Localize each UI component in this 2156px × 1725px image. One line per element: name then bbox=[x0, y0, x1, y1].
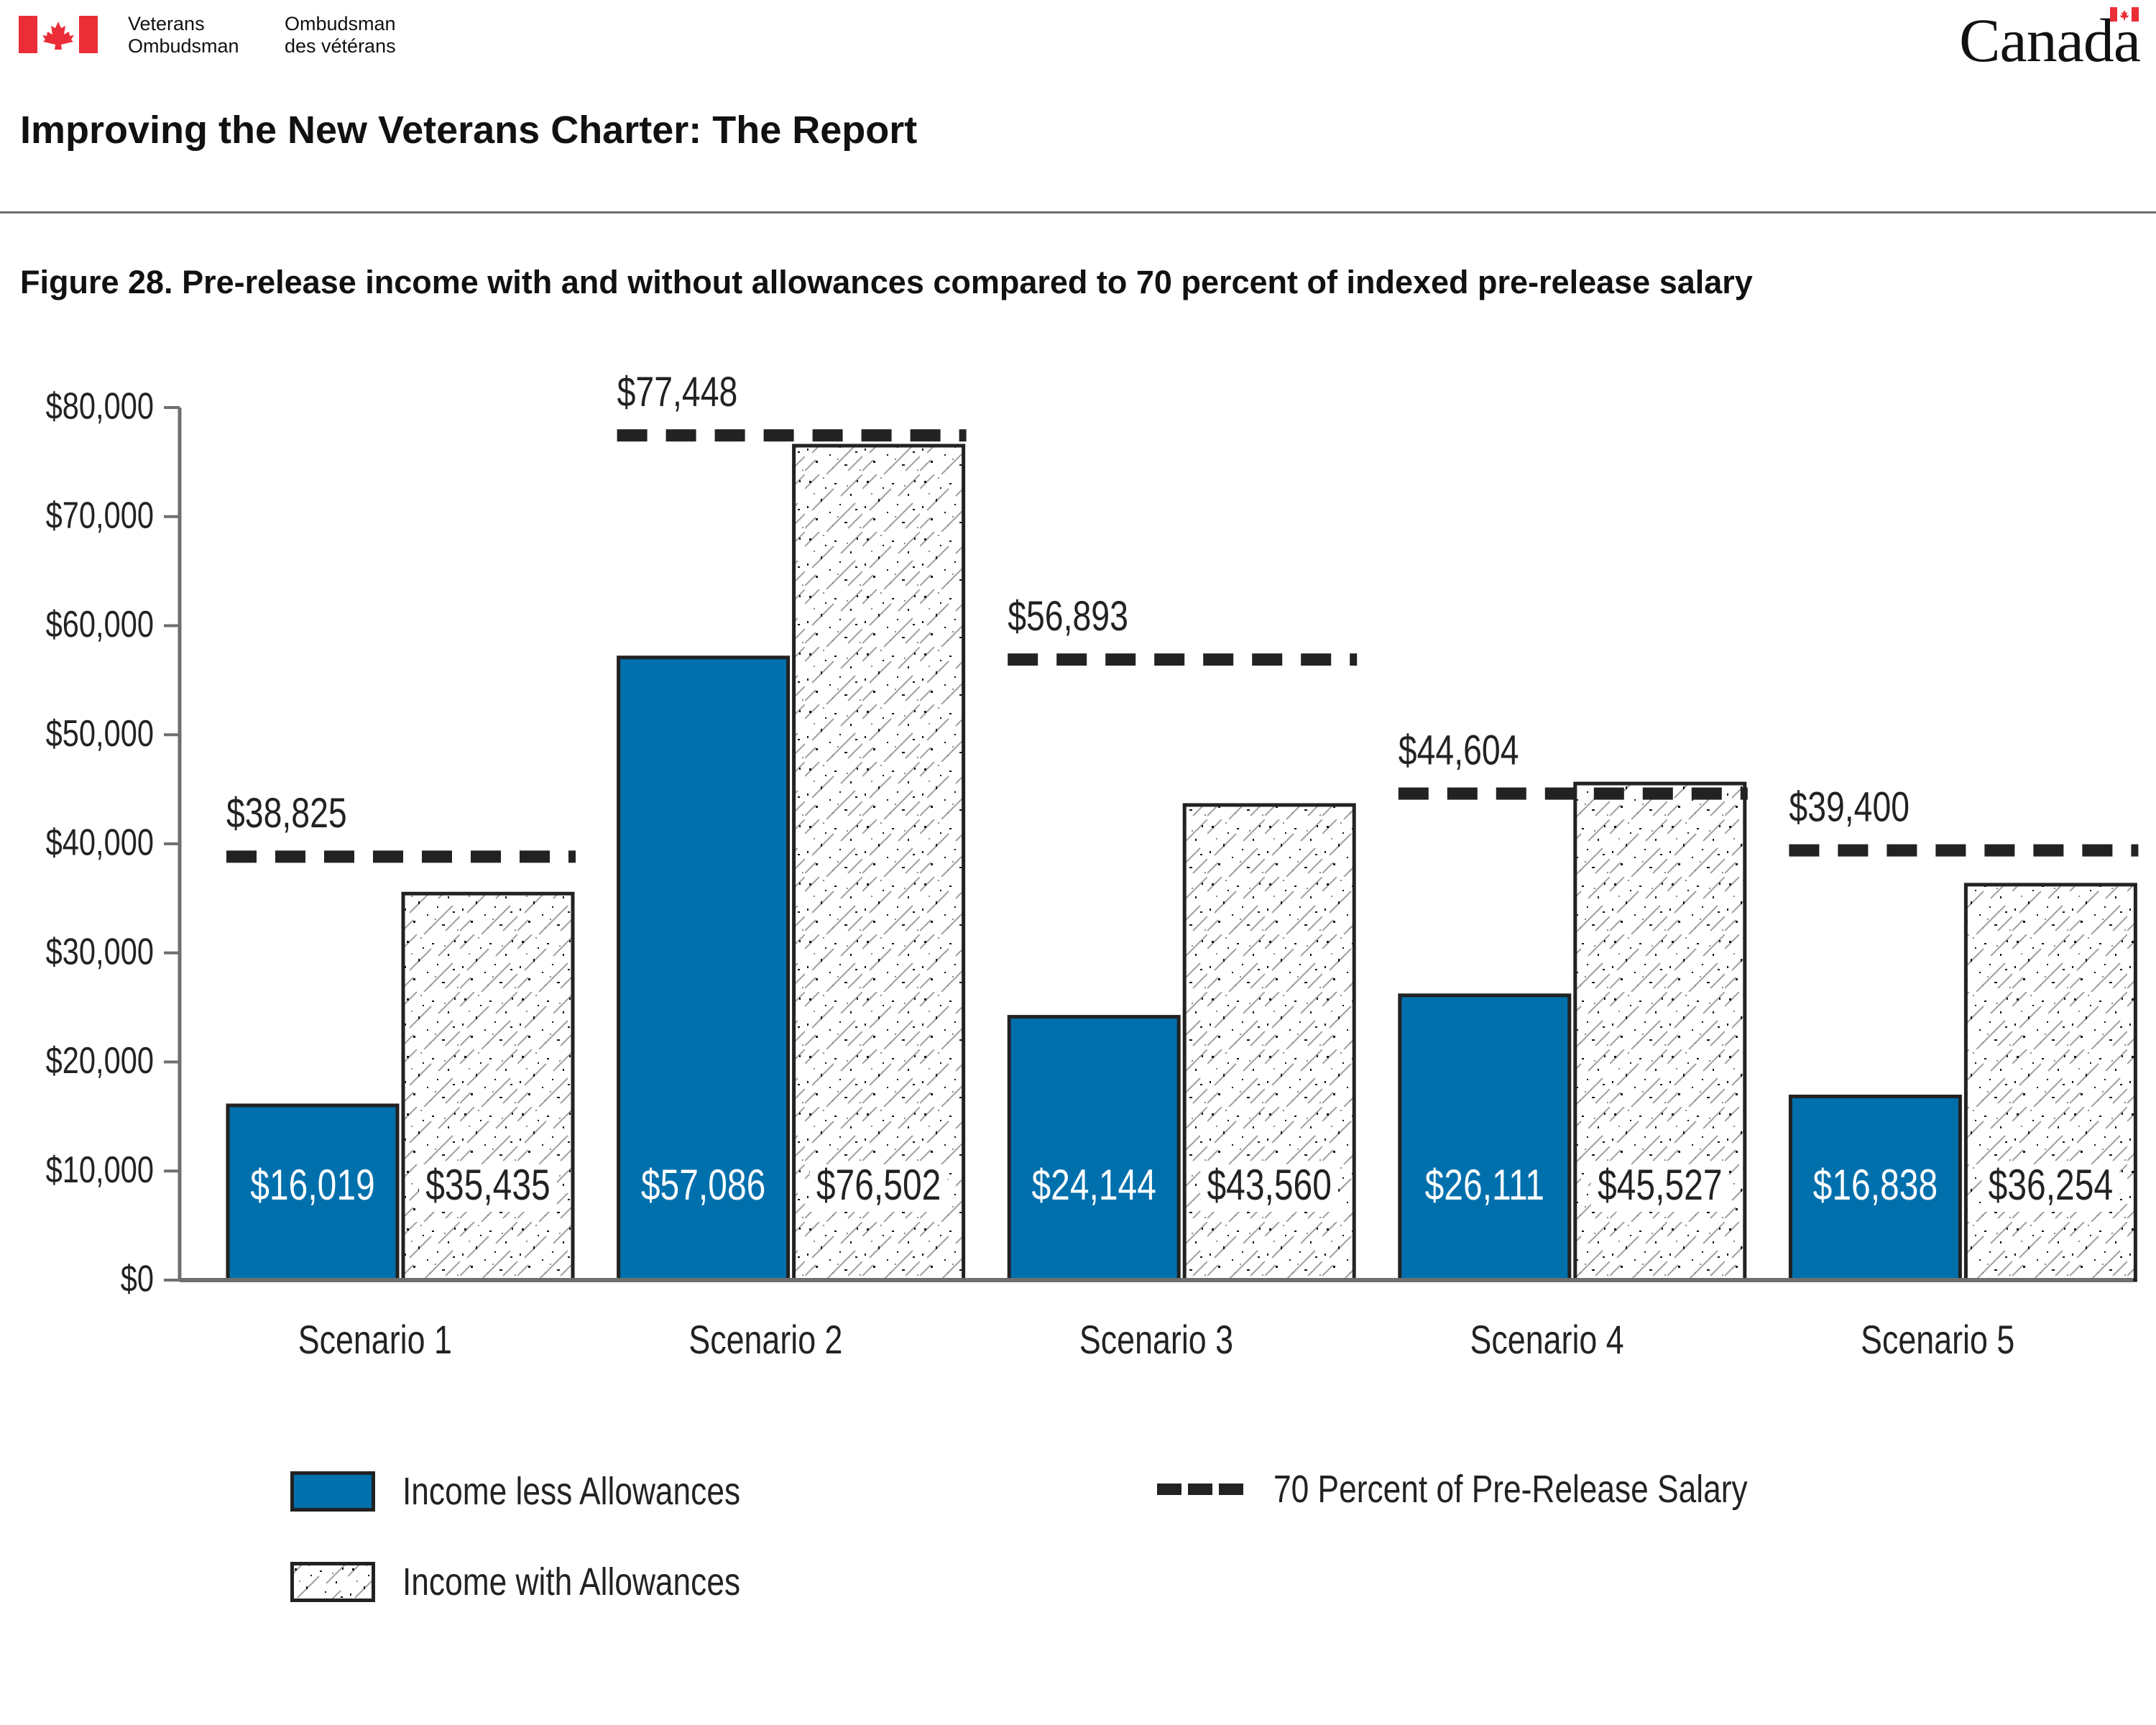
legend-item-income-with: Income with Allowances bbox=[290, 1560, 814, 1604]
report-title: Improving the New Veterans Charter: The … bbox=[20, 109, 918, 152]
canada-flag-icon bbox=[19, 16, 98, 53]
bars: $16,019 $35,435 $57,086 $76,502 $24,144 $43,5… bbox=[226, 443, 2137, 1282]
y-tick-label: $70,000 bbox=[46, 494, 154, 536]
y-tick-label: $20,000 bbox=[46, 1039, 154, 1082]
y-tick-label: $80,000 bbox=[46, 385, 154, 427]
y-tick-label: $10,000 bbox=[46, 1148, 154, 1190]
data-label-income-less: $57,086 bbox=[641, 1161, 766, 1209]
data-label-income-less: $16,019 bbox=[250, 1161, 375, 1209]
x-tick-label: Scenario 1 bbox=[298, 1317, 452, 1362]
y-axis: $0 $10,000 $20,000 $30,000 $40,000 $50,000 $60… bbox=[46, 385, 182, 1300]
bar-chart: $0 $10,000 $20,000 $30,000 $40,000 $50,000 $60… bbox=[46, 369, 2139, 1362]
y-tick-label: $60,000 bbox=[46, 603, 154, 645]
legend-label-income-less: Income less Allowances bbox=[402, 1470, 741, 1513]
org-name-english-line2: Ombudsman bbox=[128, 35, 239, 57]
data-label-income-less: $24,144 bbox=[1031, 1161, 1156, 1209]
bar-income-with bbox=[792, 443, 966, 1282]
data-label-income-less: $16,838 bbox=[1813, 1161, 1938, 1209]
reference-line-label: $56,893 bbox=[1008, 593, 1128, 640]
x-tick-label: Scenario 4 bbox=[1470, 1317, 1624, 1362]
data-label-income-less: $26,111 bbox=[1425, 1161, 1544, 1209]
wordmark-flag-icon bbox=[2110, 7, 2139, 22]
x-tick-label: Scenario 5 bbox=[1861, 1317, 2014, 1362]
org-name-french-line2: des vétérans bbox=[285, 35, 396, 57]
bar-income-less bbox=[1398, 993, 1572, 1282]
legend-item-income-less: Income less Allowances bbox=[290, 1469, 814, 1514]
bar-income-less bbox=[1788, 1094, 1962, 1282]
x-axis: Scenario 1 Scenario 2 Scenario 3 Scenario 4… bbox=[180, 1278, 2133, 1362]
x-tick-label: Scenario 2 bbox=[688, 1317, 842, 1362]
data-label-income-with: $76,502 bbox=[816, 1161, 941, 1209]
legend-swatch-reference bbox=[1157, 1484, 1243, 1495]
reference-line-label: $44,604 bbox=[1399, 727, 1519, 774]
y-tick-label: $0 bbox=[121, 1257, 154, 1300]
header-divider bbox=[0, 211, 2156, 213]
org-name-french: Ombudsman des vétérans bbox=[285, 13, 396, 58]
reference-line-label: $38,825 bbox=[226, 790, 347, 837]
legend-swatch-income-with bbox=[290, 1562, 375, 1602]
data-label-income-with: $43,560 bbox=[1207, 1161, 1332, 1209]
data-label-income-with: $36,254 bbox=[1989, 1161, 2114, 1209]
y-tick-label: $30,000 bbox=[46, 930, 154, 972]
figure-title: Figure 28. Pre-release income with and w… bbox=[20, 264, 1753, 300]
data-label-background bbox=[1590, 1164, 1729, 1212]
data-label-background bbox=[419, 1164, 557, 1212]
data-label-income-with: $45,527 bbox=[1598, 1161, 1723, 1209]
legend-swatch-income-less bbox=[290, 1471, 375, 1512]
data-label-background bbox=[809, 1164, 948, 1212]
org-name-english: Veterans Ombudsman bbox=[128, 13, 239, 58]
bar-income-less bbox=[617, 656, 791, 1282]
data-label-background bbox=[1981, 1164, 2120, 1212]
org-name-english-line1: Veterans bbox=[128, 13, 205, 34]
data-label-income-with: $35,435 bbox=[425, 1161, 550, 1209]
y-tick-label: $50,000 bbox=[46, 712, 154, 754]
x-tick-label: Scenario 3 bbox=[1079, 1317, 1233, 1362]
legend: Income less Allowances Income with Allow… bbox=[0, 1438, 2156, 1653]
page-header: Veterans Ombudsman Ombudsman des vétéran… bbox=[0, 0, 2156, 79]
legend-item-reference: 70 Percent of Pre-Release Salary bbox=[1157, 1468, 1851, 1511]
org-name-french-line1: Ombudsman bbox=[285, 13, 396, 34]
reference-line-label: $77,448 bbox=[617, 369, 738, 415]
reference-lines: $38,825 $77,448 $56,893 $44,604 $39,400 bbox=[226, 369, 2139, 863]
bar-income-less bbox=[1007, 1015, 1181, 1282]
reference-line-label: $39,400 bbox=[1789, 784, 1909, 831]
legend-label-reference: 70 Percent of Pre-Release Salary bbox=[1273, 1468, 1748, 1511]
y-tick-label: $40,000 bbox=[46, 821, 154, 863]
bar-income-with bbox=[1963, 883, 2137, 1282]
legend-label-income-with: Income with Allowances bbox=[402, 1560, 741, 1604]
data-label-background bbox=[1200, 1164, 1339, 1212]
bar-income-with bbox=[401, 891, 575, 1282]
